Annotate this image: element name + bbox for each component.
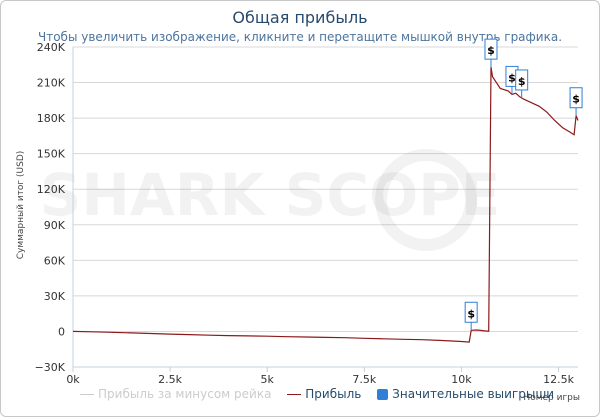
y-tick-label: −30K xyxy=(35,361,66,374)
legend-label: Значительные выигрыши xyxy=(392,387,555,401)
legend-item-big-wins[interactable]: Значительные выигрыши xyxy=(377,387,554,401)
big-win-flag[interactable]: $ xyxy=(484,38,498,68)
x-tick-label: 10k xyxy=(451,373,472,386)
sharkscope-watermark: SHARK SCOPE xyxy=(40,161,501,229)
legend-item-no-rake[interactable]: Прибыль за минусом рейка xyxy=(80,387,271,401)
x-axis-title: Номер игры xyxy=(523,393,580,403)
legend-item-profit[interactable]: Прибыль xyxy=(287,387,361,401)
x-tick-label: 0k xyxy=(66,373,80,386)
series xyxy=(72,67,579,343)
big-win-flags[interactable]: $$$ $$ xyxy=(464,38,583,331)
x-tick-label: 5k xyxy=(261,373,275,386)
legend-line-symbol xyxy=(287,394,302,395)
y-tick-label: 0 xyxy=(58,325,65,338)
y-tick-label: 180K xyxy=(37,112,66,125)
flag-label: $ xyxy=(508,71,516,84)
flag-label: $ xyxy=(467,307,475,320)
x-tick-label: 12.5k xyxy=(543,373,574,386)
legend-label: Прибыль xyxy=(305,387,362,401)
flag-box xyxy=(515,69,529,91)
y-tick-label: 60K xyxy=(44,254,66,267)
flag-label: $ xyxy=(487,44,495,57)
chart-title: Общая прибыль xyxy=(232,8,368,27)
legend: Прибыль за минусом рейка Прибыль Значите… xyxy=(80,387,566,401)
y-tick-label: 90K xyxy=(44,219,66,232)
legend-label: Прибыль за минусом рейка xyxy=(98,387,272,401)
legend-box-symbol xyxy=(377,389,389,400)
x-axis: 0k 2.5k 5k 7.5k 10k 12.5k xyxy=(66,47,578,386)
y-tick-label: 120K xyxy=(37,183,66,196)
watermark-scope-icon xyxy=(375,149,477,251)
flag-label: $ xyxy=(518,75,526,88)
profit-line xyxy=(72,67,579,343)
big-win-flag[interactable]: $ xyxy=(464,301,478,331)
big-win-flag[interactable]: $ xyxy=(569,87,583,116)
y-axis: −30K 0 30K 60K 90K 120K 150K 180K 210K 240K xyxy=(35,41,66,374)
flag-box xyxy=(569,87,583,109)
big-win-flag[interactable]: $ xyxy=(515,69,529,98)
y-tick-label: 210K xyxy=(37,77,66,90)
flag-box xyxy=(464,301,478,323)
x-tick-label: 2.5k xyxy=(158,373,182,386)
y-tick-label: 150K xyxy=(37,148,66,161)
flag-label: $ xyxy=(572,93,580,106)
y-axis-title: Суммарный итог (USD) xyxy=(16,151,26,260)
chart-subtitle: Чтобы увеличить изображение, кликните и … xyxy=(37,30,563,44)
legend-line-symbol xyxy=(80,394,94,395)
x-tick-label: 7.5k xyxy=(352,373,376,386)
flag-box xyxy=(484,38,498,60)
y-tick-label: 30K xyxy=(44,290,66,303)
y-tick-label: 240K xyxy=(37,41,66,54)
